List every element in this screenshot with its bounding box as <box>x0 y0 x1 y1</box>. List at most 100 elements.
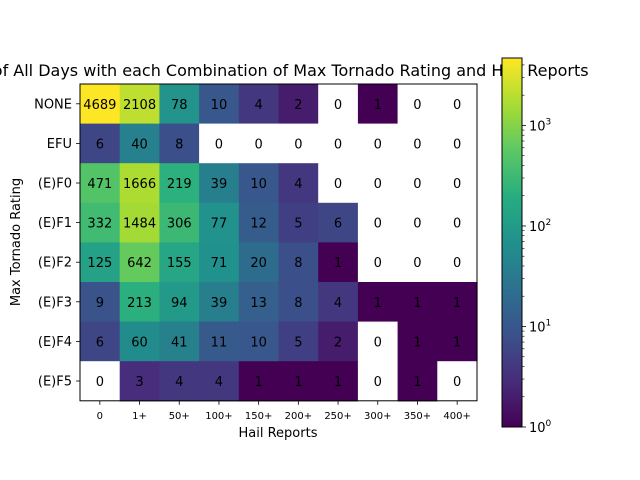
heatmap-cell <box>119 242 160 283</box>
heatmap-cells <box>80 84 478 402</box>
cell-value-label: 1 <box>255 375 263 390</box>
x-tick-label: 50+ <box>169 411 190 422</box>
cell-value-label: 11 <box>211 335 228 350</box>
cell-value-label: 78 <box>171 98 188 113</box>
x-tick-label: 150+ <box>245 411 272 422</box>
heatmap-cell <box>199 321 240 362</box>
heatmap-cell <box>199 84 240 125</box>
heatmap-cell <box>119 163 160 204</box>
cell-value-label: 642 <box>127 256 152 271</box>
cell-value-label: 1 <box>413 335 421 350</box>
x-axis-ticks: 0 1+ 50+ 100+ 150+ 200+ 250+ 300+ 350+ 400+ <box>97 400 471 422</box>
cell-value-label: 0 <box>215 137 223 152</box>
heatmap-cell <box>318 84 359 125</box>
x-tick-label: 250+ <box>324 411 351 422</box>
cell-value-label: 5 <box>294 217 302 232</box>
heatmap-cell <box>397 321 438 362</box>
cell-value-label: 0 <box>374 375 382 390</box>
cell-value-label: 13 <box>250 296 267 311</box>
cell-value-label: 0 <box>413 177 421 192</box>
colorbar-ticks: 100 101 102 103 <box>522 64 552 436</box>
heatmap-cell <box>159 202 200 243</box>
heatmap-cell <box>278 123 319 164</box>
heatmap-cell <box>357 163 399 204</box>
cell-value-label: 2 <box>334 335 342 350</box>
y-tick-label: (E)F5 <box>38 375 72 390</box>
cell-value-label: 0 <box>413 217 421 232</box>
heatmap-cell <box>318 321 359 362</box>
heatmap-cell <box>159 84 200 125</box>
cell-value-label: 2 <box>294 98 302 113</box>
heatmap-cell <box>199 361 240 402</box>
cell-value-label: 3 <box>135 375 143 390</box>
cell-value-label: 12 <box>250 217 267 232</box>
cell-value-label: 0 <box>374 177 382 192</box>
heatmap-cell <box>437 84 478 125</box>
cell-value-label: 1 <box>413 296 421 311</box>
heatmap-cell <box>80 321 121 362</box>
x-tick-label: 200+ <box>285 411 312 422</box>
y-tick-label: (E)F3 <box>38 295 72 310</box>
heatmap-cell <box>199 242 240 283</box>
heatmap-cell <box>238 242 280 283</box>
cell-value-label: 1 <box>334 256 342 271</box>
cell-value-label: 0 <box>453 217 461 232</box>
heatmap-cell <box>80 163 121 204</box>
colorbar-frame <box>501 57 523 428</box>
heatmap-cell <box>357 123 399 164</box>
heatmap-cell <box>199 163 240 204</box>
heatmap-cell <box>199 202 240 243</box>
heatmap-cell <box>357 321 399 362</box>
cell-value-label: 0 <box>413 98 421 113</box>
heatmap-cell <box>357 202 399 243</box>
heatmap-cell <box>397 163 438 204</box>
y-axis-label: Max Tornado Rating <box>9 178 24 306</box>
heatmap-cell <box>80 282 121 323</box>
heatmap-cell <box>159 163 200 204</box>
cell-value-label: 2108 <box>123 98 156 113</box>
cell-value-label: 1666 <box>123 177 156 192</box>
cell-value-label: 1484 <box>123 217 156 232</box>
cell-value-label: 0 <box>453 375 461 390</box>
x-tick-label: 100+ <box>205 411 232 422</box>
cell-value-label: 94 <box>171 296 188 311</box>
heatmap-cell <box>357 242 399 283</box>
heatmap-cell <box>238 202 280 243</box>
heatmap-cell <box>397 202 438 243</box>
cell-value-label: 6 <box>96 335 104 350</box>
cell-value-label: 1 <box>453 296 461 311</box>
heatmap-cell <box>159 321 200 362</box>
colorbar-tick-label: 102 <box>529 218 551 235</box>
heatmap-cell <box>119 84 160 125</box>
cell-value-label: 306 <box>167 217 192 232</box>
heatmap-cell <box>119 282 160 323</box>
cell-value-label: 1 <box>413 375 421 390</box>
chart-title: Number of All Days with each Combination… <box>0 61 589 80</box>
cell-value-label: 332 <box>87 217 112 232</box>
heatmap-cell <box>397 282 438 323</box>
heatmap-cell <box>238 123 280 164</box>
cell-value-label: 4 <box>334 296 342 311</box>
cell-value-label: 39 <box>211 177 228 192</box>
x-tick-label: 1+ <box>132 411 147 422</box>
cell-value-label: 125 <box>87 256 112 271</box>
cell-value-label: 4 <box>175 375 183 390</box>
cell-value-label: 0 <box>453 98 461 113</box>
cell-value-label: 39 <box>211 296 228 311</box>
cell-value-label: 71 <box>211 256 228 271</box>
cell-value-label: 1 <box>294 375 302 390</box>
heatmap-cell <box>318 282 359 323</box>
heatmap-cell <box>80 242 121 283</box>
cell-value-label: 0 <box>334 98 342 113</box>
colorbar-gradient <box>502 58 522 427</box>
cell-value-label: 6 <box>334 217 342 232</box>
cell-value-label: 0 <box>453 256 461 271</box>
cell-value-label: 0 <box>413 137 421 152</box>
heatmap-cell <box>119 123 160 164</box>
cell-value-label: 9 <box>96 296 104 311</box>
heatmap-cell <box>437 321 478 362</box>
heatmap-cell <box>278 163 319 204</box>
y-tick-label: NONE <box>34 97 72 112</box>
heatmap-cell <box>318 202 359 243</box>
